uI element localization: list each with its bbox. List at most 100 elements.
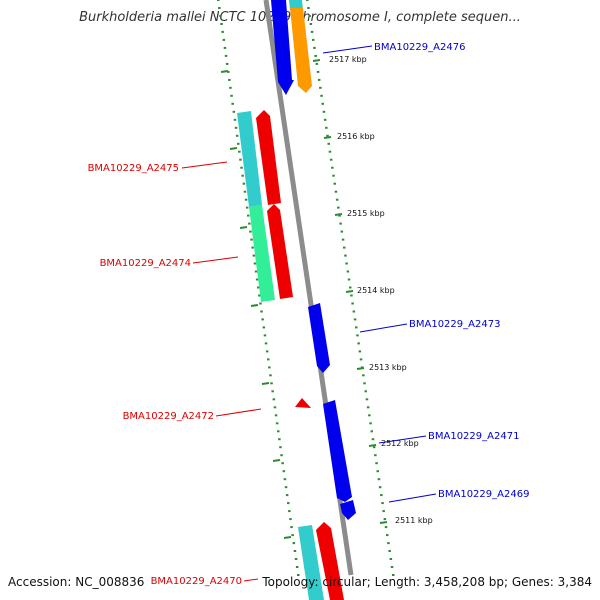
ruler-dot: [382, 510, 385, 513]
label-connector: [359, 323, 408, 333]
ruler-dot: [337, 206, 340, 209]
ruler-dot: [357, 342, 360, 345]
gene-cds-cyan[interactable]: [298, 525, 324, 600]
ruler-dot: [230, 94, 233, 97]
ruler-dot: [334, 190, 338, 193]
tick-mark: [239, 226, 248, 229]
ruler-dot: [339, 222, 342, 225]
ruler-dot: [227, 70, 230, 73]
gene-label-a2475[interactable]: BMA10229_A2475: [88, 163, 179, 174]
tick-mark: [229, 147, 238, 150]
tick-mark: [323, 136, 332, 139]
ruler-dot: [320, 94, 323, 97]
ruler-dot: [351, 302, 354, 305]
tick-label: 2517 kbp: [329, 55, 367, 64]
ruler-dot: [289, 518, 292, 521]
ruler-dot: [322, 110, 326, 113]
ruler-dot: [275, 422, 279, 425]
gene-cds-blue[interactable]: [323, 400, 352, 502]
ruler-dot: [381, 502, 384, 505]
tick-label: 2516 kbp: [337, 132, 375, 141]
gene-label-a2474[interactable]: BMA10229_A2474: [100, 258, 191, 269]
ruler-dot: [284, 486, 288, 489]
ruler-dot: [282, 470, 286, 473]
ruler-dot: [375, 462, 378, 465]
ruler-dot: [343, 246, 346, 249]
ruler-dot: [368, 414, 371, 417]
ruler-dot: [359, 358, 363, 361]
ruler-dot: [268, 366, 271, 369]
ruler-dot: [293, 550, 297, 552]
gene-label-a2469[interactable]: BMA10229_A2469: [438, 489, 529, 500]
ruler-dot: [341, 238, 345, 241]
ruler-dot: [358, 350, 362, 353]
gene-cds-red[interactable]: [295, 398, 311, 408]
ruler-dot: [248, 222, 251, 225]
gene-label-a2470[interactable]: BMA10229_A2470: [151, 576, 242, 587]
ruler-dot: [229, 86, 232, 89]
ruler-dot: [349, 286, 352, 289]
ruler-dot: [267, 358, 270, 361]
gene-label-a2476[interactable]: BMA10229_A2476: [374, 42, 465, 53]
gene-cds-cyan[interactable]: [289, 0, 303, 10]
ruler-dot: [258, 294, 261, 297]
gene-cds-blue[interactable]: [271, 0, 294, 95]
ruler-dot: [242, 182, 246, 185]
ruler-dot: [312, 38, 315, 41]
gene-cds-blue[interactable]: [308, 303, 330, 373]
ruler-dot: [225, 62, 229, 65]
ruler-dot: [352, 310, 356, 313]
ruler-dot: [321, 102, 324, 105]
tick-mark: [368, 444, 377, 447]
ruler-dot: [253, 262, 257, 265]
ruler-dot: [390, 566, 394, 568]
ruler-dot: [309, 23, 313, 25]
ruler-dot: [370, 430, 373, 433]
ruler-dot: [281, 462, 284, 465]
ruler-dot: [254, 270, 258, 273]
ruler-dot: [220, 23, 223, 25]
ruler-dot: [333, 182, 336, 185]
ruler-dot: [329, 158, 333, 161]
ruler-dot: [251, 246, 254, 249]
ruler-dot: [319, 86, 322, 89]
gene-label-a2471[interactable]: BMA10229_A2471: [428, 431, 519, 442]
ruler-dot: [270, 382, 273, 385]
ruler-dot: [376, 470, 379, 473]
ruler-dot: [365, 398, 369, 401]
tick-mark: [283, 536, 292, 539]
label-connector: [322, 45, 373, 54]
ruler-dot: [377, 478, 381, 481]
tick-mark: [379, 521, 388, 524]
ruler-dot: [263, 334, 267, 337]
ruler-dot: [290, 526, 293, 529]
tick-label: 2511 kbp: [395, 516, 433, 525]
ruler-dot: [331, 166, 334, 169]
ruler-dot: [240, 166, 243, 169]
gene-cds-orange[interactable]: [290, 8, 312, 93]
ruler-dot: [280, 454, 283, 457]
ruler-dot: [285, 494, 289, 497]
ruler-dot: [291, 534, 294, 537]
gene-cds-red[interactable]: [267, 204, 293, 299]
label-connector: [243, 578, 259, 582]
tick-label: 2512 kbp: [381, 439, 419, 448]
gene-cds-red[interactable]: [316, 522, 344, 600]
ruler-dot: [238, 150, 241, 153]
gene-cds-blue[interactable]: [340, 500, 356, 520]
ruler-dot: [297, 574, 300, 576]
tick-mark: [312, 59, 321, 62]
gene-cds-green[interactable]: [249, 205, 275, 302]
gene-label-a2473[interactable]: BMA10229_A2473: [409, 319, 500, 330]
gene-cds-red[interactable]: [256, 110, 281, 205]
ruler-dot: [244, 198, 248, 201]
gene-label-a2472[interactable]: BMA10229_A2472: [123, 411, 214, 422]
ruler-dot: [228, 78, 231, 81]
ruler-dot: [257, 286, 260, 289]
ruler-dot: [374, 454, 377, 457]
ruler-dot: [287, 502, 290, 505]
ruler-dot: [217, 0, 220, 1]
gene-cds-cyan[interactable]: [237, 111, 262, 207]
ruler-dot: [264, 342, 268, 345]
ruler-dot: [277, 430, 280, 433]
